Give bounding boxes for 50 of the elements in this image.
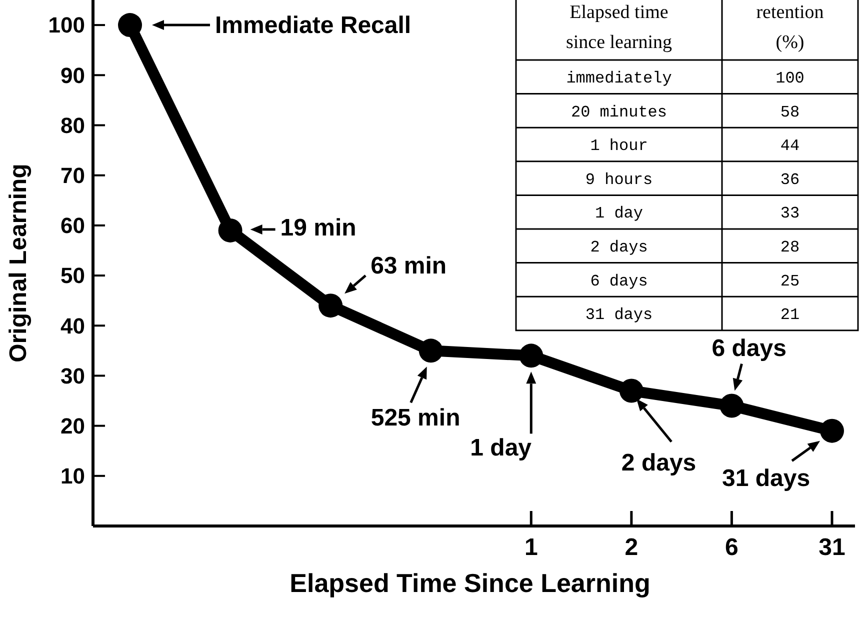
point (218, 218, 242, 242)
category-label: 2 days (590, 238, 648, 256)
annotation: 31 days (722, 464, 810, 492)
annotation: 2 days (621, 450, 696, 477)
point (820, 418, 844, 443)
category-label: immediately (566, 70, 672, 88)
y-tick-label: 70 (60, 163, 85, 188)
data-label: 100 (776, 70, 804, 88)
category-label: 1 day (594, 204, 644, 223)
data-label: 33 (780, 204, 800, 223)
annotation: 525 min (370, 404, 460, 432)
data-label: 21 (780, 306, 800, 324)
category-label: 9 hours (585, 170, 653, 189)
x-tick-label: 2 (624, 534, 638, 561)
annotation: 1 day (470, 434, 532, 462)
point (519, 344, 544, 368)
y-tick-label: 80 (60, 112, 85, 138)
y-tick-label: 30 (60, 363, 85, 388)
x-tick-label: 6 (725, 534, 738, 561)
x-tick-label: 1 (524, 534, 538, 561)
y-tick-label: 20 (60, 414, 85, 439)
y-tick-label: 40 (60, 313, 85, 338)
data-label: 25 (780, 272, 800, 290)
annotation: 63 min (370, 252, 447, 280)
annotation: 19 min (280, 214, 356, 242)
data-label: 44 (780, 137, 800, 156)
data-label: 58 (780, 103, 800, 122)
y-tick-label: 60 (60, 213, 85, 238)
category-label: 31 days (585, 306, 653, 324)
data-label: 36 (780, 170, 800, 189)
annotation: Immediate Recall (215, 12, 412, 40)
y-tick-label: 10 (60, 464, 85, 489)
y-tick-label: 90 (60, 62, 85, 88)
point (418, 338, 443, 363)
y-tick-label: 50 (60, 263, 85, 288)
annotation: 6 days (712, 334, 786, 362)
point (619, 378, 644, 403)
y-tick-label: 100 (48, 12, 85, 38)
category-label: 6 days (590, 272, 648, 290)
text: Elapsed time since learning (566, 2, 673, 53)
data-label: 28 (780, 238, 800, 256)
point (720, 394, 744, 418)
x-tick-label: 31 (818, 534, 846, 561)
category-label: 1 hour (590, 137, 648, 156)
text: retention (%) (756, 2, 824, 53)
point (118, 13, 142, 38)
category-label: 20 minutes (570, 103, 668, 122)
point (318, 294, 343, 318)
x-axis-title: Elapsed Time Since Learning (290, 568, 650, 598)
y-axis-title: Original Learning (5, 164, 32, 362)
